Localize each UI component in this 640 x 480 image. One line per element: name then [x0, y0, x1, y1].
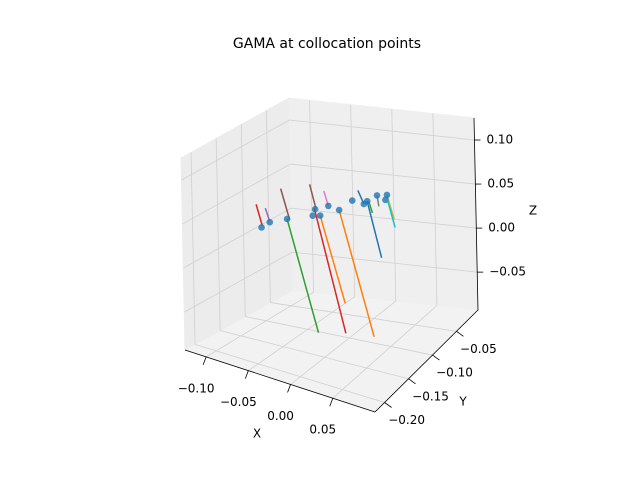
z-tick-label: −0.05 [489, 265, 526, 279]
y-tick-label: −0.10 [436, 366, 473, 380]
data-point [382, 196, 389, 204]
x-tick-label: −0.05 [220, 395, 257, 409]
x-tick [287, 384, 291, 393]
z-tick-label: 0.10 [486, 133, 513, 147]
y-tick-label: −0.05 [460, 342, 497, 356]
data-line [387, 201, 396, 228]
grid-line [290, 163, 476, 185]
y-tick-label: −0.15 [412, 389, 449, 403]
data-point [373, 192, 381, 199]
grid-line [220, 330, 409, 380]
grid-line [432, 113, 438, 306]
y-axis-label: Y [458, 395, 467, 409]
grid-line [391, 109, 397, 302]
data-point [266, 218, 274, 226]
data-point [309, 212, 317, 220]
z-axis-line [473, 117, 479, 311]
z-tick-label: 0.05 [487, 177, 514, 191]
data-point [258, 224, 265, 231]
x-tick [202, 356, 207, 366]
data-line [286, 218, 320, 333]
data-point [316, 212, 324, 219]
grid-line [290, 300, 397, 385]
x-tick [329, 398, 334, 407]
z-tick-label: 0.00 [488, 221, 515, 235]
data-point [283, 215, 291, 223]
data-line [279, 188, 291, 220]
data-line [308, 184, 317, 209]
grid-line [270, 302, 457, 332]
grid-line [184, 251, 293, 313]
y-tick [456, 331, 464, 337]
grid-line [291, 207, 477, 229]
data-point [311, 205, 319, 213]
y-tick [408, 378, 416, 385]
y-tick-label: −0.20 [388, 413, 425, 427]
grid-line [190, 152, 196, 345]
data-line [319, 215, 346, 304]
data-point [363, 197, 371, 205]
grid-line [181, 119, 290, 181]
data-line [313, 207, 347, 334]
grid-line [292, 251, 478, 273]
data-line [338, 209, 375, 338]
data-point [335, 206, 343, 214]
grid-line [215, 138, 221, 331]
chart-title: GAMA at collocation points [233, 36, 421, 52]
grid-line [265, 110, 271, 303]
grid-line [205, 291, 314, 358]
x-axis-label: X [253, 427, 261, 441]
y-tick [432, 354, 440, 361]
grid-line [183, 207, 292, 269]
grid-line [289, 119, 475, 141]
data-point [324, 202, 332, 210]
z-axis-label: Z [529, 204, 537, 218]
grid-line [194, 344, 385, 403]
x-tick-label: 0.00 [267, 409, 294, 423]
grid-line [240, 124, 246, 317]
data-line [366, 201, 383, 258]
grid-line [332, 305, 438, 399]
data-point [348, 197, 356, 204]
grid-line [245, 316, 433, 356]
x-tick-label: −0.10 [178, 381, 215, 395]
x-axis-line [184, 349, 376, 413]
x-tick-label: 0.05 [309, 423, 336, 437]
data-line [255, 204, 264, 227]
y-axis-line [374, 309, 479, 413]
grid-line [248, 296, 355, 371]
grid-line [182, 163, 291, 225]
x-tick [244, 370, 249, 379]
y-tick [384, 402, 392, 408]
grid-line [309, 100, 314, 293]
